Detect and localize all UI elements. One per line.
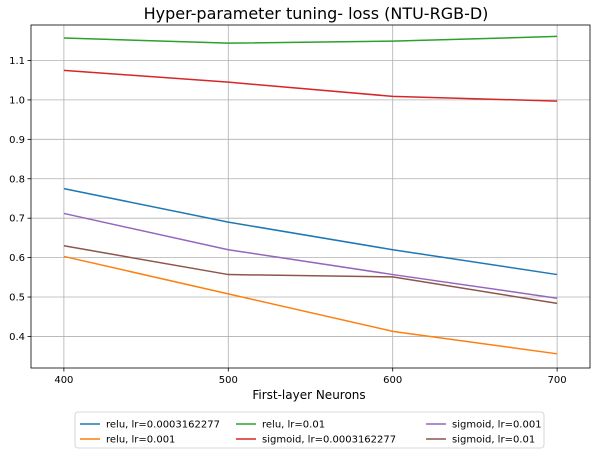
y-axis-ticks: 0.4 0.5 0.6 0.7 0.8 0.9 1.0 1.1 — [9, 56, 31, 343]
legend-label: sigmoid, lr=0.0003162277 — [262, 435, 396, 446]
legend-label: sigmoid, lr=0.01 — [452, 435, 535, 446]
x-tick-label: 400 — [54, 375, 73, 386]
series-lines — [63, 35, 558, 355]
series-line-3 — [63, 35, 558, 44]
series-line-1 — [63, 187, 558, 276]
y-tick-label: 0.5 — [9, 293, 25, 304]
x-tick-label: 700 — [548, 375, 567, 386]
y-tick-label: 0.4 — [9, 332, 25, 343]
y-tick-label: 1.1 — [9, 56, 25, 67]
legend-label: relu, lr=0.0003162277 — [106, 420, 220, 431]
y-tick-label: 0.9 — [9, 135, 25, 146]
series-line-5 — [63, 212, 558, 299]
x-tick-label: 600 — [383, 375, 402, 386]
y-tick-label: 0.6 — [9, 253, 25, 264]
legend-label: relu, lr=0.01 — [262, 420, 325, 431]
y-tick-label: 0.8 — [9, 174, 25, 185]
grid — [31, 25, 590, 368]
legend-label: relu, lr=0.001 — [106, 435, 175, 446]
x-axis-label: First-layer Neurons — [252, 388, 365, 402]
y-tick-label: 1.0 — [9, 95, 25, 106]
series-line-2 — [63, 255, 558, 355]
x-axis-ticks: 400 500 600 700 — [54, 368, 567, 386]
legend-label: sigmoid, lr=0.001 — [452, 420, 542, 431]
x-tick-label: 500 — [219, 375, 238, 386]
plot-frame — [30, 24, 591, 369]
chart-title: Hyper-parameter tuning- loss (NTU-RGB-D) — [144, 4, 489, 23]
y-tick-label: 0.7 — [9, 214, 25, 225]
legend: relu, lr=0.0003162277 relu, lr=0.001 relu,… — [74, 411, 545, 449]
series-line-6 — [63, 245, 558, 305]
series-line-4 — [63, 69, 558, 102]
